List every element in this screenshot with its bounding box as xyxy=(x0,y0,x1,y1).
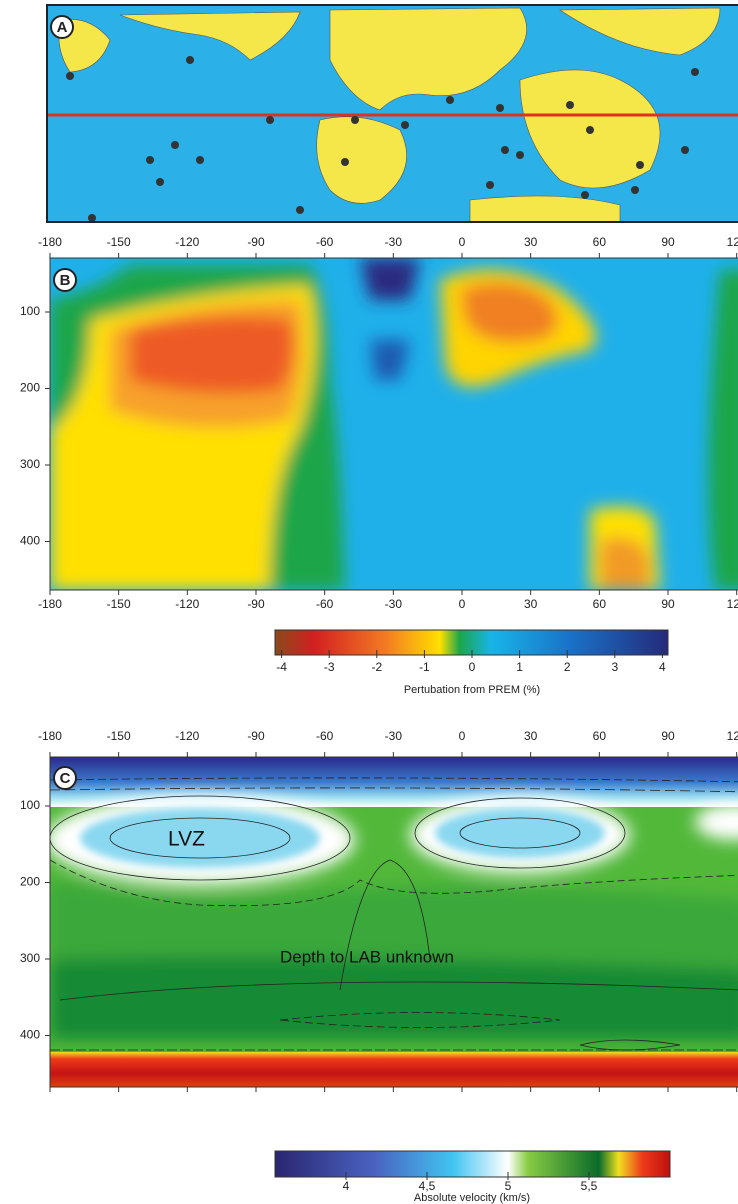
x-tick-label: 30 xyxy=(524,597,538,611)
x-tick-label: 60 xyxy=(593,729,607,743)
y-tick-label: 300 xyxy=(20,457,40,471)
y-tick-label: 300 xyxy=(20,951,40,965)
x-tick-label: -90 xyxy=(247,235,265,249)
x-tick-label: -60 xyxy=(316,729,334,743)
x-tick-label: -60 xyxy=(316,597,334,611)
map-frame xyxy=(46,4,738,223)
x-tick-label: -30 xyxy=(385,729,403,743)
y-tick-label: 400 xyxy=(20,1028,40,1042)
map-panel xyxy=(47,5,738,222)
colorbar-tick-label: -4 xyxy=(276,660,287,674)
x-tick-label: 120 xyxy=(727,729,738,743)
y-tick-label: 400 xyxy=(20,534,40,548)
x-tick-label: -150 xyxy=(107,729,131,743)
x-tick-label: 90 xyxy=(661,235,675,249)
section-frame xyxy=(49,756,738,1088)
x-tick-label: -30 xyxy=(385,597,403,611)
x-tick-label: -120 xyxy=(175,597,199,611)
panel-label: B xyxy=(60,272,71,289)
colorbar-tick-label: 5,5 xyxy=(581,1179,598,1193)
y-tick-label: 200 xyxy=(20,875,40,889)
x-tick-label: 90 xyxy=(661,597,675,611)
x-tick-label: 120 xyxy=(727,597,738,611)
x-tick-label: -180 xyxy=(38,729,62,743)
colorbar-tick-label: 4 xyxy=(659,660,666,674)
colorbar-tick-label: -3 xyxy=(324,660,335,674)
y-tick-label: 100 xyxy=(20,304,40,318)
velocity-section xyxy=(50,757,738,1087)
x-tick-label: 60 xyxy=(593,597,607,611)
y-tick-label: 100 xyxy=(20,798,40,812)
colorbar-tick-label: 4 xyxy=(343,1179,350,1193)
colorbar-tick-label: -2 xyxy=(371,660,382,674)
colorbar xyxy=(274,1150,671,1178)
x-tick-label: -150 xyxy=(107,597,131,611)
x-tick-label: -180 xyxy=(38,597,62,611)
annotation: LVZ xyxy=(168,828,205,851)
x-tick-label: -90 xyxy=(247,729,265,743)
contours xyxy=(50,777,738,1051)
colorbar-label: Pertubation from PREM (%) xyxy=(404,684,540,696)
colorbar-tick-label: 1 xyxy=(516,660,523,674)
stations xyxy=(66,56,699,222)
x-tick-label: 60 xyxy=(593,235,607,249)
perturbation-section xyxy=(50,258,738,590)
x-tick-label: 0 xyxy=(459,597,466,611)
x-tick-label: 0 xyxy=(459,235,466,249)
colorbar-tick-label: -1 xyxy=(419,660,430,674)
x-tick-label: -180 xyxy=(38,235,62,249)
x-tick-label: -60 xyxy=(316,235,334,249)
x-tick-label: -150 xyxy=(107,235,131,249)
annotation: Depth to LAB unknown xyxy=(280,947,454,966)
colorbar-tick-label: 2 xyxy=(564,660,571,674)
panel-labels: A B C xyxy=(50,15,77,790)
x-tick-label: 0 xyxy=(459,729,466,743)
x-tick-label: -120 xyxy=(175,235,199,249)
panel-label: C xyxy=(60,770,71,787)
section-frame xyxy=(49,257,738,591)
colorbar-tick-label: 0 xyxy=(469,660,476,674)
x-tick-label: -120 xyxy=(175,729,199,743)
x-tick-label: 90 xyxy=(661,729,675,743)
colorbar-tick-label: 5 xyxy=(505,1179,512,1193)
y-tick-label: 200 xyxy=(20,381,40,395)
x-tick-label: -90 xyxy=(247,597,265,611)
colorbar-tick-label: 4,5 xyxy=(419,1179,436,1193)
colorbar-label: Absolute velocity (km/s) xyxy=(414,1192,530,1204)
x-tick-label: 120 xyxy=(727,235,738,249)
panel-label: A xyxy=(57,19,68,36)
x-tick-label: -30 xyxy=(385,235,403,249)
x-tick-label: 30 xyxy=(524,729,538,743)
x-tick-label: 30 xyxy=(524,235,538,249)
colorbar-tick-label: 3 xyxy=(611,660,618,674)
